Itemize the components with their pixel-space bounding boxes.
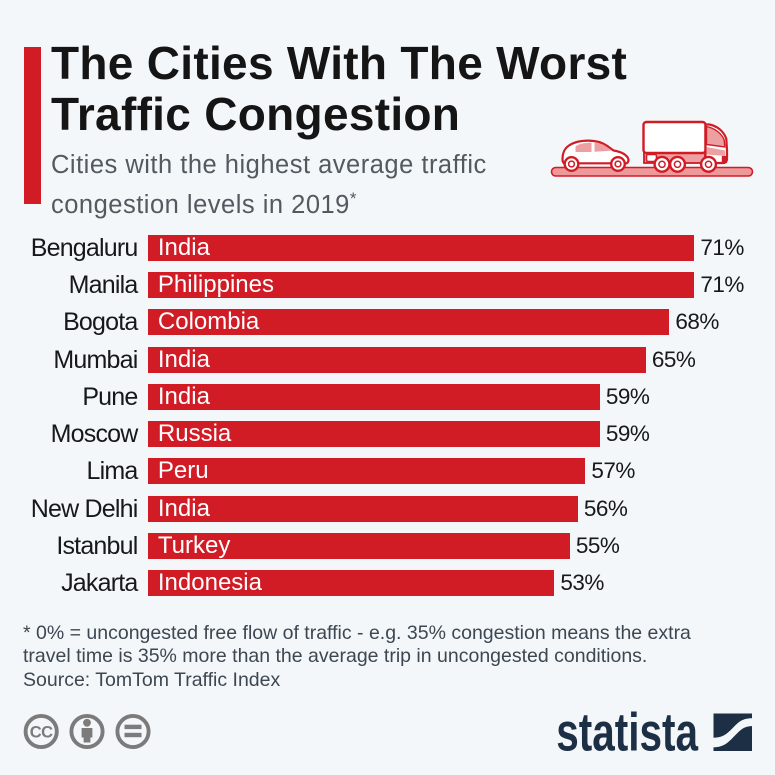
svg-text:statista: statista — [556, 703, 698, 760]
svg-text:CC: CC — [30, 724, 53, 742]
